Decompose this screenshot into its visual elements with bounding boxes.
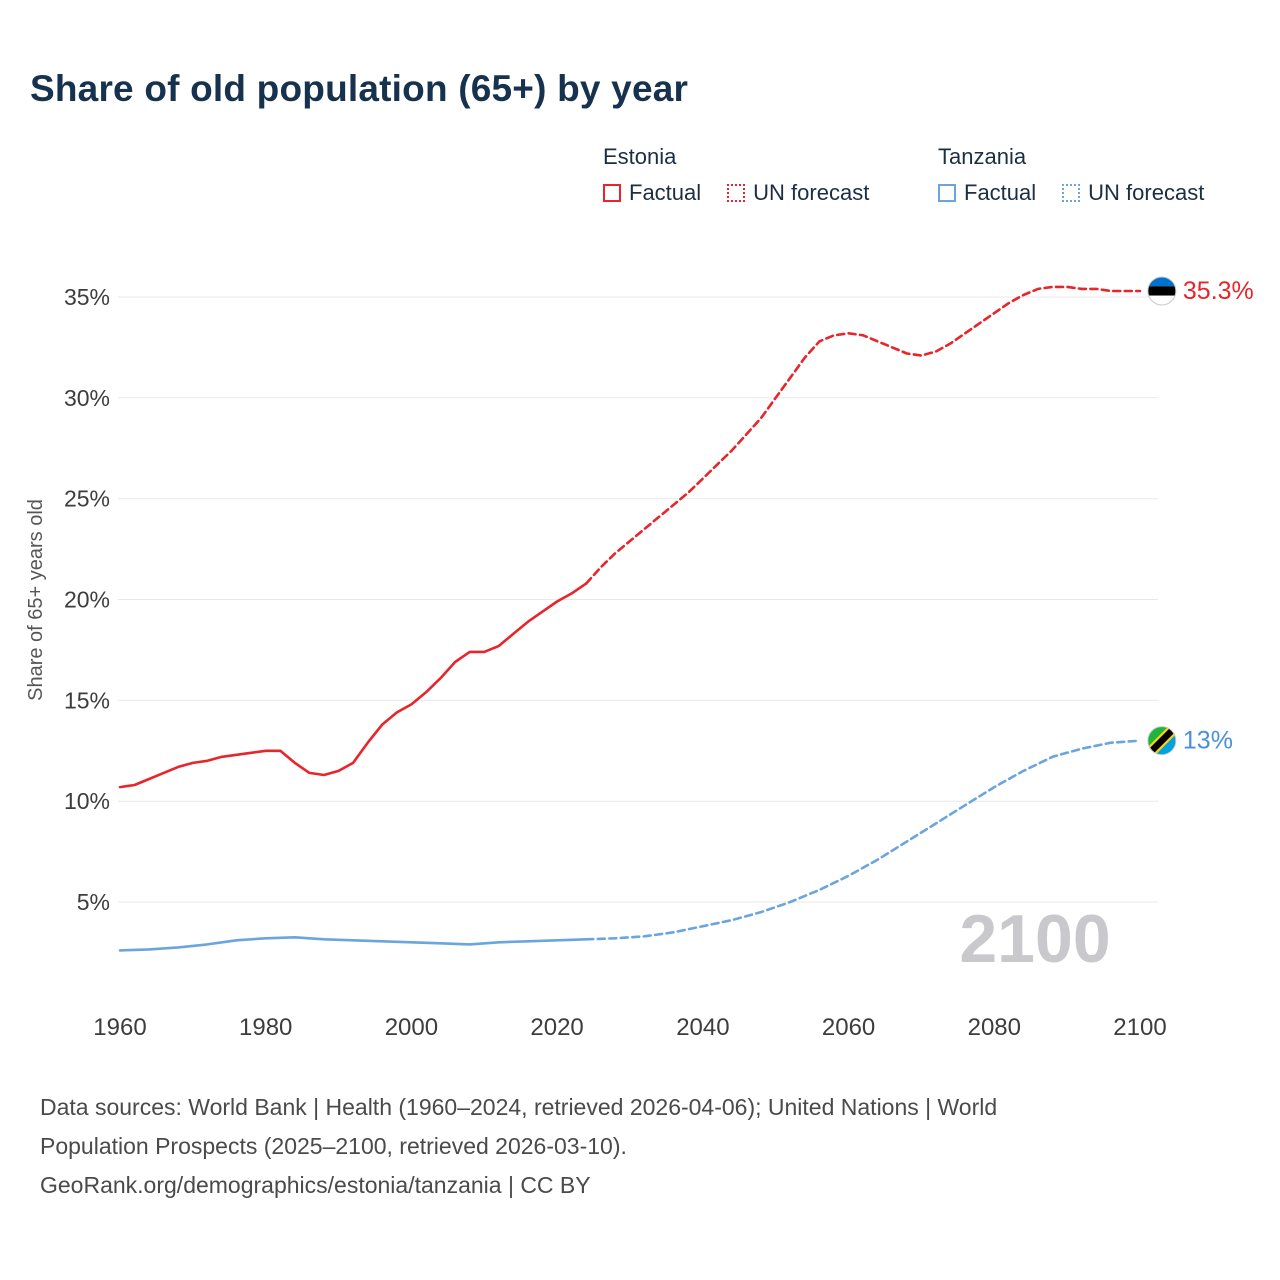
svg-text:25%: 25% <box>64 486 110 512</box>
svg-text:35.3%: 35.3% <box>1183 277 1254 305</box>
legend-series-name: Estonia <box>603 144 677 169</box>
legend-item-estonia-forecast: UN forecast <box>727 180 869 206</box>
attribution-line: GeoRank.org/demographics/estonia/tanzani… <box>40 1172 591 1198</box>
svg-text:13%: 13% <box>1183 727 1233 755</box>
legend-group-estonia: Estonia Factual UN forecast <box>603 144 869 206</box>
svg-text:30%: 30% <box>64 385 110 411</box>
legend-group-tanzania: Tanzania Factual UN forecast <box>938 144 1204 206</box>
legend-item-label: UN forecast <box>1088 180 1205 205</box>
svg-text:15%: 15% <box>64 687 110 713</box>
legend-item-estonia-factual: Factual <box>603 180 701 206</box>
data-sources-line: Population Prospects (2025–2100, retriev… <box>40 1133 627 1159</box>
svg-text:2020: 2020 <box>530 1014 583 1041</box>
factual-swatch-icon <box>603 184 621 202</box>
legend-series-name: Tanzania <box>938 144 1027 169</box>
legend-item-tanzania-forecast: UN forecast <box>1062 180 1204 206</box>
svg-text:35%: 35% <box>64 284 110 310</box>
svg-text:1960: 1960 <box>93 1014 146 1041</box>
svg-text:2040: 2040 <box>676 1014 729 1041</box>
data-sources-line: Data sources: World Bank | Health (1960–… <box>40 1094 998 1120</box>
legend-item-tanzania-factual: Factual <box>938 180 1036 206</box>
svg-text:5%: 5% <box>77 889 110 915</box>
legend-item-label: Factual <box>964 180 1037 205</box>
legend-item-label: UN forecast <box>753 180 870 205</box>
legend-item-label: Factual <box>629 180 702 205</box>
legend-items: Factual UN forecast <box>603 180 869 206</box>
svg-text:20%: 20% <box>64 587 110 613</box>
svg-text:Share of 65+ years old: Share of 65+ years old <box>25 499 47 701</box>
svg-text:2100: 2100 <box>1113 1014 1166 1041</box>
svg-text:2080: 2080 <box>968 1014 1021 1041</box>
forecast-swatch-icon <box>1062 184 1081 202</box>
factual-swatch-icon <box>938 184 956 202</box>
svg-text:1980: 1980 <box>239 1014 292 1041</box>
line-chart: 5% 10% 15% 20% 25% 30% 35% 1960 1980 2000 2020 2040… <box>25 276 1254 1041</box>
legend-items: Factual UN forecast <box>938 180 1204 206</box>
data-sources: Data sources: World Bank | Health (1960–… <box>40 1088 997 1205</box>
forecast-swatch-icon <box>727 184 746 202</box>
svg-text:2000: 2000 <box>385 1014 438 1041</box>
svg-text:2060: 2060 <box>822 1014 875 1041</box>
svg-text:10%: 10% <box>64 788 110 814</box>
svg-text:2100: 2100 <box>959 901 1110 977</box>
chart-title: Share of old population (65+) by year <box>30 68 689 109</box>
